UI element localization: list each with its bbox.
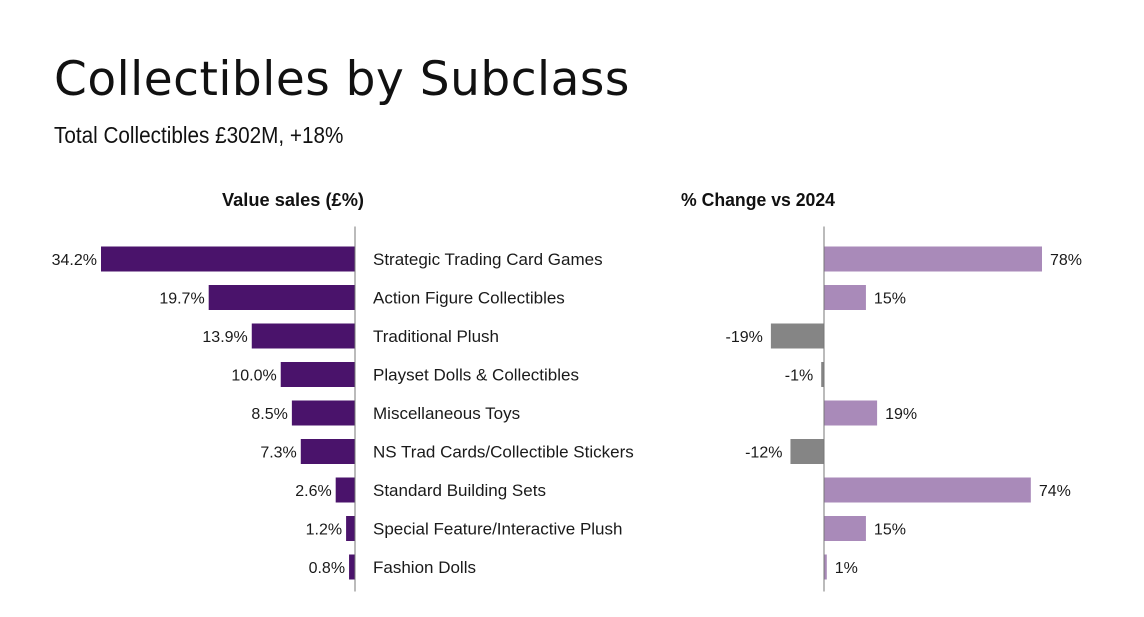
chart-title: Collectibles by Subclass — [54, 52, 630, 107]
share-chart-header: Value sales (£%) — [222, 190, 364, 210]
change-bar-positive — [824, 516, 866, 541]
change-value-label: -19% — [726, 329, 763, 346]
change-value-label: -12% — [745, 445, 782, 462]
share-bar — [291, 400, 355, 426]
change-value-label: 15% — [874, 291, 906, 308]
change-bar-positive — [824, 246, 1042, 272]
category-label: Action Figure Collectibles — [373, 289, 565, 308]
share-bar — [101, 246, 355, 272]
share-bars-group: 34.2% 19.7% 13.9% 10.0% 8.5% 7.3% 2.6% 1.2% 0.8% — [52, 226, 356, 592]
category-label: Strategic Trading Card Games — [373, 250, 603, 269]
chart-subtitle: Total Collectibles £302M, +18% — [54, 122, 344, 148]
share-bar — [346, 516, 355, 541]
category-label: Special Feature/Interactive Plush — [373, 520, 622, 539]
category-label: Miscellaneous Toys — [373, 404, 520, 423]
share-value-label: 34.2% — [52, 252, 97, 269]
change-value-label: 15% — [874, 522, 906, 539]
share-bar — [208, 285, 355, 310]
change-bar-negative — [790, 439, 824, 464]
category-labels-group: Strategic Trading Card Games Action Figur… — [373, 250, 634, 577]
share-value-label: 7.3% — [260, 445, 296, 462]
share-value-label: 13.9% — [202, 329, 247, 346]
share-value-label: 8.5% — [251, 406, 287, 423]
change-value-label: 78% — [1050, 252, 1082, 269]
share-bar — [349, 554, 355, 580]
share-value-label: 2.6% — [295, 483, 331, 500]
share-value-label: 1.2% — [306, 522, 342, 539]
category-label: Standard Building Sets — [373, 481, 546, 500]
change-value-label: -1% — [785, 368, 813, 385]
share-bar — [335, 477, 355, 503]
share-value-label: 0.8% — [309, 560, 345, 577]
change-bar-positive — [824, 554, 827, 580]
change-bar-positive — [824, 285, 866, 310]
category-label: Fashion Dolls — [373, 558, 476, 577]
change-value-label: 19% — [885, 406, 917, 423]
change-chart-header: % Change vs 2024 — [681, 190, 835, 210]
change-value-label: 74% — [1039, 483, 1071, 500]
category-label: Playset Dolls & Collectibles — [373, 366, 579, 385]
share-value-label: 19.7% — [159, 291, 204, 308]
share-bar — [251, 323, 355, 349]
change-bar-positive — [824, 400, 878, 426]
share-bar — [280, 362, 355, 387]
share-value-label: 10.0% — [231, 368, 276, 385]
change-bar-positive — [824, 477, 1031, 503]
category-label: NS Trad Cards/Collectible Stickers — [373, 443, 634, 462]
share-bar — [300, 439, 355, 464]
change-value-label: 1% — [835, 560, 858, 577]
change-bars-group: 78% 15% -19% -1% 19% -12% 74% 15% 1% — [726, 226, 1082, 592]
change-bar-negative — [770, 323, 824, 349]
category-label: Traditional Plush — [373, 327, 499, 346]
change-bar-negative — [821, 362, 824, 387]
